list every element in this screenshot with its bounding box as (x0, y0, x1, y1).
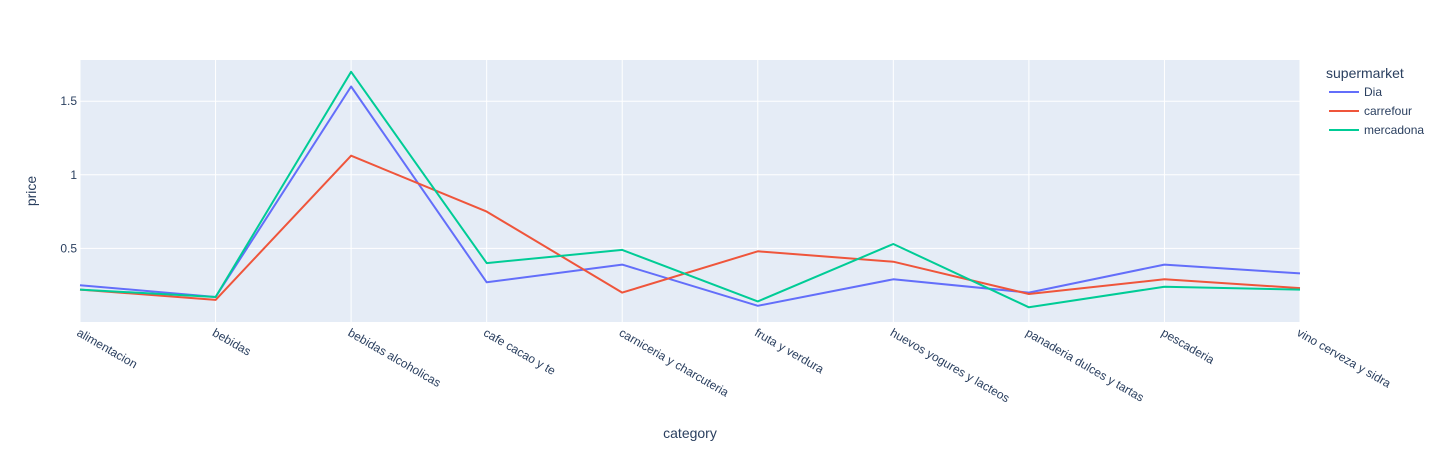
plot-background (80, 60, 1300, 322)
series-line-mercadona (79, 70, 1301, 309)
x-tick-label: panaderia dulces y tartas (1023, 325, 1146, 404)
legend-item-carrefour[interactable]: carrefour (1329, 104, 1412, 118)
x-tick-label: huevos yogures y lacteos (888, 325, 1012, 405)
x-tick-label: bebidas alcoholicas (346, 325, 444, 389)
legend-label: carrefour (1364, 104, 1412, 118)
series-line-dia (79, 85, 1301, 307)
legend-label: mercadona (1364, 123, 1424, 137)
legend-title: supermarket (1326, 65, 1404, 81)
series-line-carrefour (79, 154, 1301, 301)
x-tick-label: cafe cacao y te (481, 325, 558, 378)
x-tick-label: alimentacion (75, 325, 140, 371)
x-tick-label: vino cerveza y sidra (1295, 325, 1394, 390)
x-tick-label: carniceria y charcuteria (617, 325, 732, 399)
x-axis-ticks: alimentacion bebidas bebidas alcoholicas ca… (75, 325, 1394, 405)
x-tick-label: pescaderia (1159, 325, 1217, 367)
y-axis-ticks: 0.5 1 1.5 (60, 94, 77, 255)
x-axis-title: category (663, 425, 717, 441)
x-tick-label: fruta y verdura (752, 325, 826, 376)
legend[interactable]: supermarket Dia carrefour mercadona (1326, 65, 1424, 137)
y-axis-title: price (23, 176, 39, 207)
y-tick-label: 0.5 (60, 241, 77, 255)
y-tick-label: 1 (70, 168, 77, 182)
gridlines (79, 60, 1301, 322)
y-tick-label: 1.5 (60, 94, 77, 108)
x-tick-label: bebidas (210, 325, 253, 358)
series-lines (79, 70, 1301, 309)
legend-item-mercadona[interactable]: mercadona (1329, 123, 1424, 137)
legend-item-dia[interactable]: Dia (1329, 85, 1382, 99)
legend-label: Dia (1364, 85, 1382, 99)
